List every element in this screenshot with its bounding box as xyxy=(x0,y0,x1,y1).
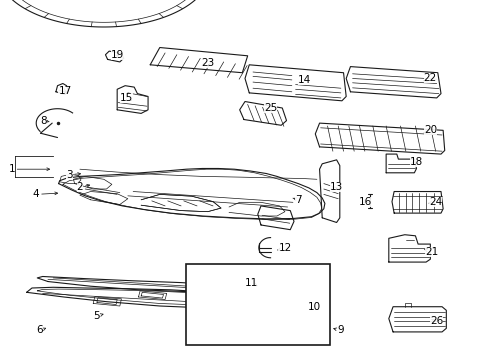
Text: 19: 19 xyxy=(111,50,124,60)
Text: 1: 1 xyxy=(8,164,15,174)
Text: 15: 15 xyxy=(120,93,133,103)
Text: 25: 25 xyxy=(264,103,277,113)
Bar xyxy=(186,264,330,345)
Text: 20: 20 xyxy=(424,125,437,135)
Text: 5: 5 xyxy=(94,311,100,321)
Text: 9: 9 xyxy=(338,325,344,336)
Text: 14: 14 xyxy=(298,75,311,85)
Text: 18: 18 xyxy=(410,157,423,167)
Text: 6: 6 xyxy=(37,325,43,336)
Text: 12: 12 xyxy=(278,243,292,253)
Text: 7: 7 xyxy=(295,195,301,205)
Text: 10: 10 xyxy=(308,302,321,312)
Text: 16: 16 xyxy=(359,197,372,207)
Text: 26: 26 xyxy=(430,316,443,326)
Text: 23: 23 xyxy=(201,58,214,68)
Text: 4: 4 xyxy=(33,189,40,199)
Text: 22: 22 xyxy=(424,73,437,84)
Text: 13: 13 xyxy=(330,182,343,192)
Text: 11: 11 xyxy=(245,278,258,288)
Text: 24: 24 xyxy=(429,197,442,207)
Text: 21: 21 xyxy=(425,247,438,257)
Text: 17: 17 xyxy=(58,86,72,96)
Text: 2: 2 xyxy=(76,182,83,192)
Text: 8: 8 xyxy=(40,116,47,126)
Text: 3: 3 xyxy=(66,170,73,180)
